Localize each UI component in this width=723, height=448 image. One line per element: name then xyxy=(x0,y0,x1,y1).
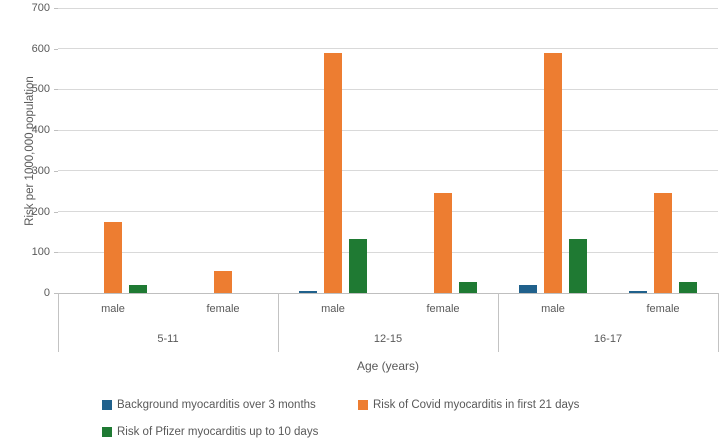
gridline xyxy=(58,129,718,131)
y-tick-mark xyxy=(54,170,58,172)
y-tick-mark xyxy=(54,211,58,213)
plot-area xyxy=(58,7,718,293)
group-label: 5-11 xyxy=(157,333,179,345)
bar-16-17-female-s1 xyxy=(654,193,672,293)
group-label: 12-15 xyxy=(373,333,403,345)
y-tick-mark xyxy=(54,252,58,254)
legend-swatch-icon xyxy=(102,400,112,410)
legend-label: Background myocarditis over 3 months xyxy=(117,399,316,411)
gridline xyxy=(58,170,718,172)
y-tick-label: 300 xyxy=(31,164,50,177)
category-label: male xyxy=(321,303,345,315)
bar-5-11-female-s1 xyxy=(214,271,232,293)
bar-12-15-male-s1 xyxy=(324,53,342,293)
y-tick-mark xyxy=(54,48,58,50)
y-tick-label: 0 xyxy=(43,287,50,299)
bar-12-15-male-s2 xyxy=(349,239,367,293)
bar-16-17-female-s2 xyxy=(679,282,697,293)
legend-item: Background myocarditis over 3 months xyxy=(102,398,316,412)
y-tick-label: 200 xyxy=(31,205,50,218)
bar-12-15-female-s2 xyxy=(459,282,477,293)
legend-swatch-icon xyxy=(358,400,368,410)
category-label: male xyxy=(541,303,565,315)
group-label: 16-17 xyxy=(593,333,623,345)
category-divider xyxy=(278,293,279,352)
category-label: male xyxy=(101,303,125,315)
legend-swatch-icon xyxy=(102,427,112,437)
y-tick-label: 700 xyxy=(31,2,50,14)
bar-12-15-female-s1 xyxy=(434,193,452,293)
y-tick-mark xyxy=(54,130,58,132)
y-tick-mark xyxy=(54,8,58,9)
category-divider xyxy=(58,293,59,352)
bar-16-17-female-s0 xyxy=(629,291,647,293)
y-tick-label: 100 xyxy=(31,246,50,259)
y-tick-label: 500 xyxy=(31,83,50,96)
legend-item: Risk of Covid myocarditis in first 21 da… xyxy=(358,398,579,412)
y-tick-mark xyxy=(54,293,58,294)
y-tick-label: 400 xyxy=(31,124,50,137)
bar-16-17-male-s2 xyxy=(569,239,587,293)
gridline xyxy=(58,251,718,253)
bar-5-11-male-s1 xyxy=(104,222,122,293)
category-divider xyxy=(498,293,499,352)
y-tick-mark xyxy=(54,89,58,91)
category-label: female xyxy=(426,303,460,315)
bar-12-15-male-s0 xyxy=(299,291,317,293)
legend-label: Risk of Covid myocarditis in first 21 da… xyxy=(373,399,580,411)
bar-16-17-male-s0 xyxy=(519,285,537,293)
legend-label: Risk of Pfizer myocarditis up to 10 days xyxy=(117,426,319,438)
category-divider xyxy=(718,293,719,352)
x-axis-title: Age (years) xyxy=(356,359,420,373)
category-label: female xyxy=(646,303,680,315)
gridline xyxy=(58,211,718,213)
bar-16-17-male-s1 xyxy=(544,53,562,293)
gridline xyxy=(58,88,718,90)
category-label: female xyxy=(206,303,240,315)
gridline xyxy=(58,7,718,9)
y-tick-label: 600 xyxy=(31,42,50,55)
x-axis-line xyxy=(58,293,719,294)
gridline xyxy=(58,48,718,50)
bar-5-11-male-s2 xyxy=(129,285,147,293)
legend-item: Risk of Pfizer myocarditis up to 10 days xyxy=(102,425,318,439)
